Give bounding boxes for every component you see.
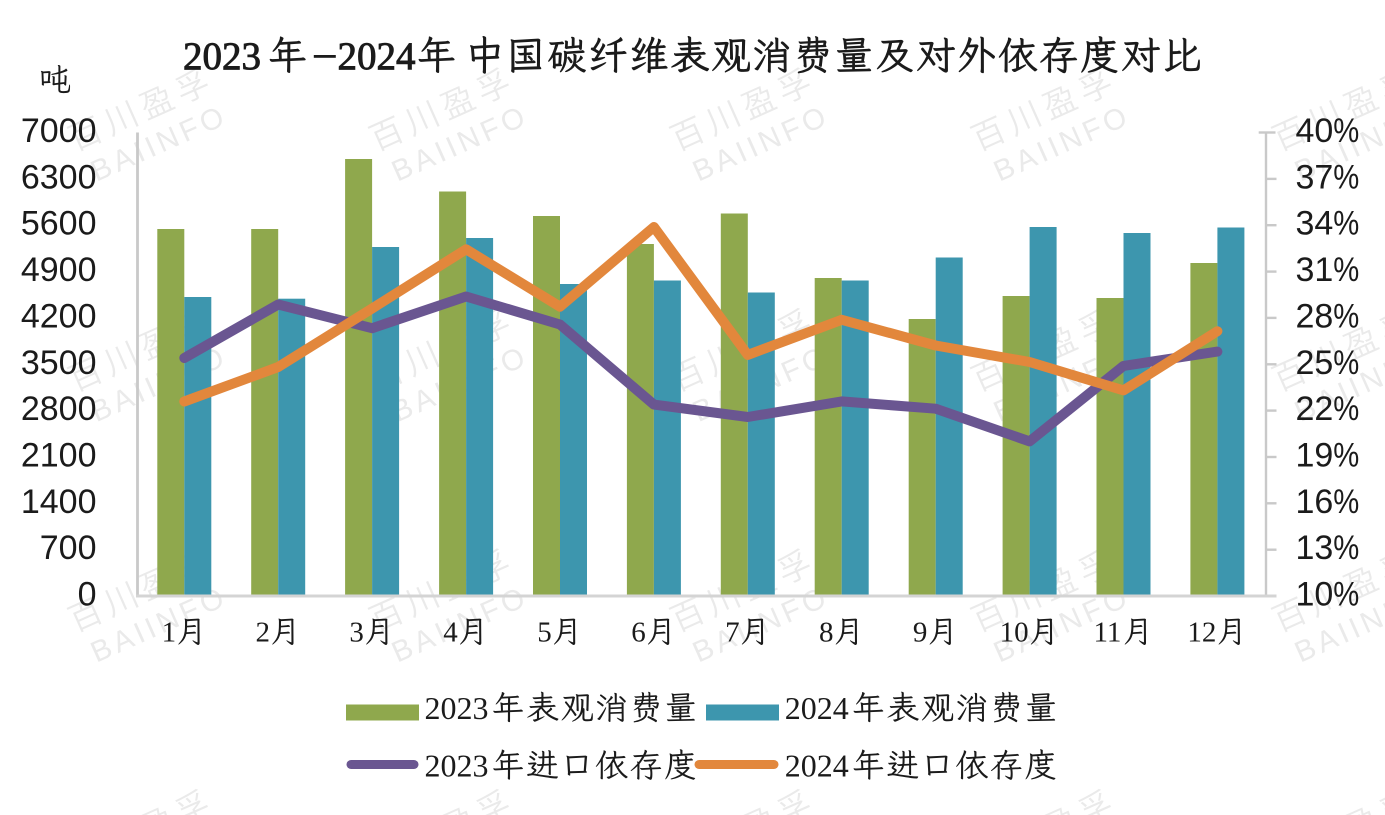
svg-text:2: 2 xyxy=(256,617,271,649)
svg-text:4200: 4200 xyxy=(21,297,97,335)
svg-text:700: 700 xyxy=(40,529,97,567)
svg-text:7000: 7000 xyxy=(21,112,97,150)
svg-text:1: 1 xyxy=(162,617,177,649)
svg-text:2023: 2023 xyxy=(425,690,489,726)
svg-text:2100: 2100 xyxy=(21,436,97,474)
svg-text:31: 31 xyxy=(1296,251,1334,289)
svg-text:19: 19 xyxy=(1296,436,1334,474)
svg-text:%: % xyxy=(1333,251,1359,289)
svg-text:2024: 2024 xyxy=(338,35,416,78)
svg-text:34: 34 xyxy=(1296,205,1334,243)
svg-text:5: 5 xyxy=(537,617,552,649)
svg-text:%: % xyxy=(1333,344,1359,382)
svg-text:%: % xyxy=(1333,483,1359,521)
svg-text:10: 10 xyxy=(1296,576,1334,614)
svg-text:11: 11 xyxy=(1094,617,1122,649)
svg-text:%: % xyxy=(1333,297,1359,335)
svg-text:7: 7 xyxy=(725,617,740,649)
svg-text:3: 3 xyxy=(349,617,364,649)
svg-text:6300: 6300 xyxy=(21,158,97,196)
svg-text:16: 16 xyxy=(1296,483,1334,521)
svg-text:3500: 3500 xyxy=(21,344,97,382)
svg-text:9: 9 xyxy=(913,617,928,649)
svg-text:%: % xyxy=(1333,576,1359,614)
svg-text:8: 8 xyxy=(819,617,834,649)
svg-text:0: 0 xyxy=(78,576,97,614)
svg-text:6: 6 xyxy=(631,617,646,649)
svg-text:40: 40 xyxy=(1296,112,1334,150)
svg-text:%: % xyxy=(1333,158,1359,196)
svg-text:%: % xyxy=(1333,390,1359,428)
svg-text:2023: 2023 xyxy=(183,35,261,78)
svg-text:1400: 1400 xyxy=(21,483,97,521)
svg-text:37: 37 xyxy=(1296,158,1334,196)
svg-text:12: 12 xyxy=(1187,617,1216,649)
svg-text:%: % xyxy=(1333,529,1359,567)
svg-text:2024: 2024 xyxy=(785,748,849,784)
svg-text:2800: 2800 xyxy=(21,390,97,428)
svg-text:2024: 2024 xyxy=(785,690,849,726)
svg-text:4900: 4900 xyxy=(21,251,97,289)
svg-text:%: % xyxy=(1333,112,1359,150)
svg-text:4: 4 xyxy=(443,617,458,649)
svg-text:13: 13 xyxy=(1296,529,1334,567)
svg-text:5600: 5600 xyxy=(21,205,97,243)
svg-text:%: % xyxy=(1333,436,1359,474)
svg-text:10: 10 xyxy=(1000,617,1029,649)
svg-text:2023: 2023 xyxy=(425,748,489,784)
svg-text:22: 22 xyxy=(1296,390,1334,428)
svg-text:%: % xyxy=(1333,205,1359,243)
svg-text:25: 25 xyxy=(1296,344,1334,382)
svg-text:28: 28 xyxy=(1296,297,1334,335)
